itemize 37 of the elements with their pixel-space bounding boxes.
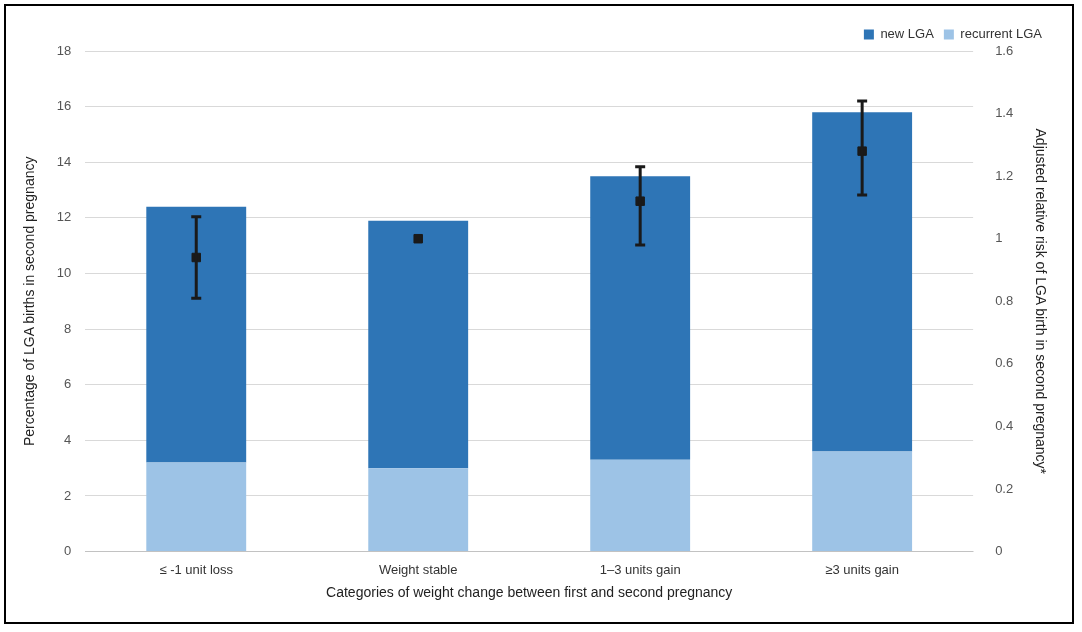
x-axis-title: Categories of weight change between first and second pregnancy: [326, 584, 733, 601]
bar: [812, 112, 913, 452]
y-tick-label: 8: [64, 320, 72, 336]
y-tick-label: 16: [56, 98, 72, 114]
bar: [146, 206, 247, 463]
y2-tick-label: 1.4: [995, 105, 1014, 121]
y2-tick-label: 1.2: [995, 167, 1014, 183]
x-tick-label: 1–3 units gain: [599, 561, 681, 577]
y-tick-label: 18: [56, 42, 72, 58]
y-tick-label: 0: [64, 543, 72, 559]
y2-tick-label: 0.4: [995, 418, 1014, 434]
y2-tick-label: 0.6: [995, 355, 1014, 371]
y2-axis-title: Adjusted relative risk of LGA birth in second pregnancy*: [1032, 128, 1049, 475]
y2-tick-label: 0.8: [995, 292, 1014, 308]
y-tick-label: 14: [56, 153, 72, 169]
bar: [590, 459, 691, 552]
bar: [812, 451, 913, 552]
y2-tick-label: 1.6: [995, 42, 1014, 58]
legend-label: new LGA: [880, 26, 935, 42]
bar: [368, 468, 469, 552]
x-tick-label: ≤ -1 unit loss: [159, 561, 234, 577]
legend-label: recurrent LGA: [960, 26, 1043, 42]
y2-tick-label: 1: [995, 230, 1003, 246]
x-tick-label: Weight stable: [378, 561, 458, 577]
y2-tick-label: 0.2: [995, 480, 1014, 496]
y-tick-label: 10: [56, 265, 72, 281]
point: [413, 233, 423, 244]
bar: [146, 462, 247, 552]
y-tick-label: 2: [64, 487, 72, 503]
y-axis-title: Percentage of LGA births in second pregnancy: [21, 156, 38, 447]
y-tick-label: 6: [64, 376, 72, 392]
y-tick-label: 4: [64, 431, 72, 447]
bar: [590, 176, 691, 460]
x-tick-label: ≥3 units gain: [825, 561, 899, 577]
y2-tick-label: 0: [995, 543, 1003, 559]
y-tick-label: 12: [56, 209, 72, 225]
bar: [368, 220, 469, 469]
